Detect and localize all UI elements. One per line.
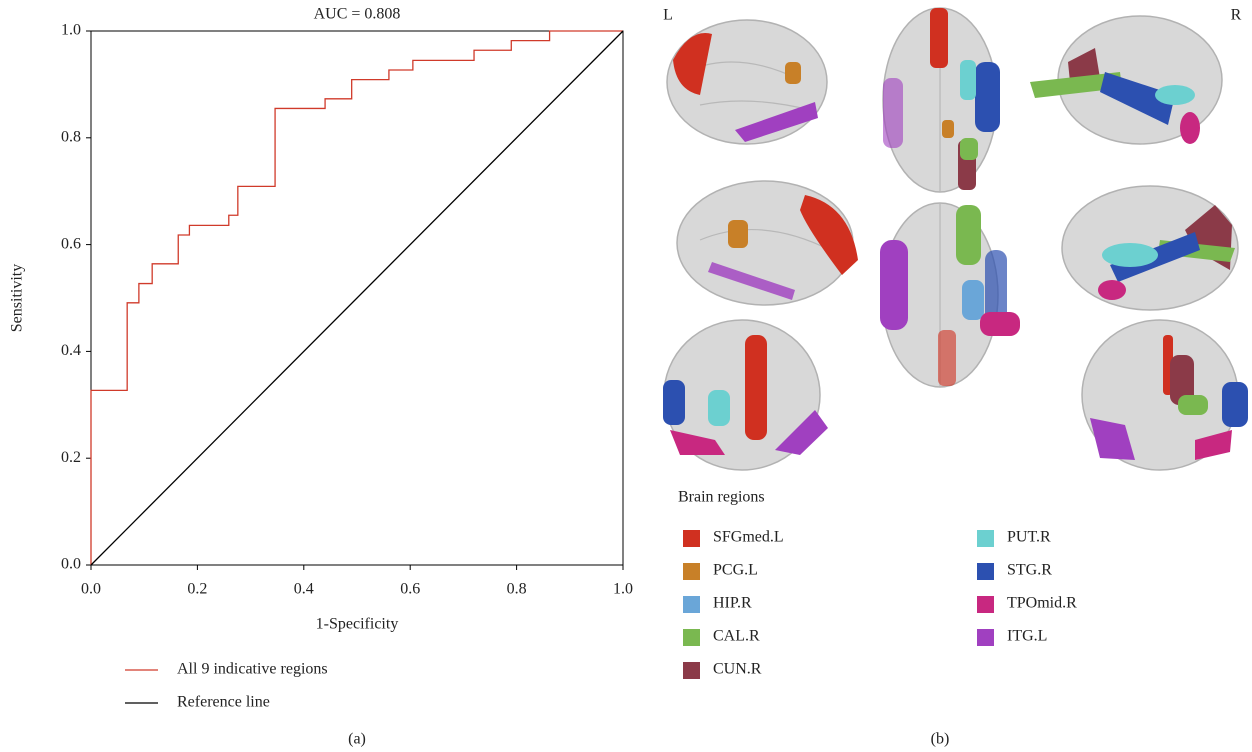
region-blob [1222, 382, 1248, 427]
region-label: TPOmid.R [1007, 595, 1077, 612]
region-swatch [977, 629, 994, 646]
region-blob [1098, 280, 1126, 300]
region-blob [883, 78, 903, 148]
region-blob [942, 120, 954, 138]
region-blob [708, 390, 730, 426]
x-tick-label: 0.8 [507, 581, 527, 598]
figure: AUC = 0.808 1-Specificity Sensitivity (a… [0, 0, 1252, 752]
region-label: PUT.R [1007, 529, 1051, 546]
y-tick-label: 0.2 [61, 449, 81, 466]
x-tick-label: 0.0 [81, 581, 101, 598]
y-tick-label: 0.8 [61, 128, 81, 145]
side-label: R [1231, 7, 1242, 24]
region-swatch [683, 662, 700, 679]
y-tick-label: 0.6 [61, 235, 81, 252]
region-blob [880, 240, 908, 330]
region-label: CUN.R [713, 661, 762, 678]
region-blob [728, 220, 748, 248]
region-blob [938, 330, 956, 386]
region-blob [960, 138, 978, 160]
region-swatch [683, 596, 700, 613]
region-blob [1155, 85, 1195, 105]
legend-label: All 9 indicative regions [177, 661, 328, 678]
x-tick-label: 0.4 [294, 581, 314, 598]
x-tick-label: 0.2 [187, 581, 207, 598]
region-blob [960, 60, 976, 100]
region-swatch [683, 629, 700, 646]
region-blob [745, 335, 767, 440]
chart-title: AUC = 0.808 [314, 6, 401, 23]
x-tick-label: 1.0 [613, 581, 633, 598]
region-label: HIP.R [713, 595, 752, 612]
region-label: CAL.R [713, 628, 760, 645]
region-swatch [683, 563, 700, 580]
region-swatch [977, 563, 994, 580]
roc-line [91, 31, 623, 565]
y-tick-label: 0.4 [61, 342, 81, 359]
y-axis-label: Sensitivity [9, 264, 26, 332]
x-axis-label: 1-Specificity [316, 616, 399, 633]
brain-views [663, 8, 1248, 470]
region-label: PCG.L [713, 562, 758, 579]
region-label: ITG.L [1007, 628, 1047, 645]
region-blob [1178, 395, 1208, 415]
region-blob [956, 205, 981, 265]
x-tick-label: 0.6 [400, 581, 420, 598]
y-tick-label: 1.0 [61, 22, 81, 39]
side-label: L [663, 7, 673, 24]
region-swatch [977, 596, 994, 613]
region-label: SFGmed.L [713, 529, 784, 546]
legend-title: Brain regions [678, 489, 765, 506]
region-blob [663, 380, 685, 425]
region-blob [1102, 243, 1158, 267]
panel-label: (a) [348, 731, 366, 748]
region-blob [785, 62, 801, 84]
region-blob [930, 8, 948, 68]
region-blob [980, 312, 1020, 336]
region-swatch [977, 530, 994, 547]
legend-label: Reference line [177, 694, 270, 711]
region-blob [962, 280, 984, 320]
panel-label: (b) [931, 731, 950, 748]
region-blob [975, 62, 1000, 132]
region-swatch [683, 530, 700, 547]
region-label: STG.R [1007, 562, 1052, 579]
y-tick-label: 0.0 [61, 556, 81, 573]
region-blob [1180, 112, 1200, 144]
